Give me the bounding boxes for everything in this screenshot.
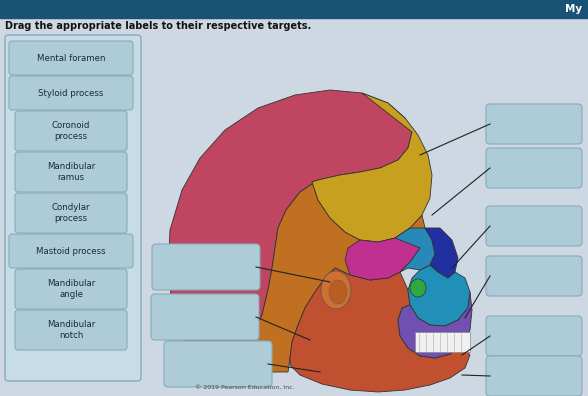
- Polygon shape: [395, 228, 435, 272]
- FancyBboxPatch shape: [9, 76, 133, 110]
- Polygon shape: [168, 90, 412, 362]
- Text: Mental foramen: Mental foramen: [37, 53, 105, 63]
- Polygon shape: [190, 180, 425, 372]
- FancyBboxPatch shape: [486, 104, 582, 144]
- Bar: [0, 0, 588, 18]
- FancyBboxPatch shape: [486, 206, 582, 246]
- Bar: [415, 332, 470, 352]
- Text: Drag the appropriate labels to their respective targets.: Drag the appropriate labels to their res…: [5, 21, 311, 31]
- FancyBboxPatch shape: [486, 148, 582, 188]
- FancyBboxPatch shape: [152, 244, 260, 290]
- Polygon shape: [312, 93, 432, 242]
- FancyBboxPatch shape: [15, 310, 127, 350]
- Text: Mandibular
angle: Mandibular angle: [47, 279, 95, 299]
- Text: Styloid process: Styloid process: [38, 88, 103, 97]
- Ellipse shape: [410, 279, 426, 297]
- Text: © 2019 Pearson Education, Inc.: © 2019 Pearson Education, Inc.: [195, 385, 295, 390]
- FancyBboxPatch shape: [9, 41, 133, 75]
- Polygon shape: [398, 292, 472, 358]
- Text: Coronoid
process: Coronoid process: [52, 121, 90, 141]
- FancyBboxPatch shape: [151, 294, 259, 340]
- Polygon shape: [408, 265, 470, 326]
- Polygon shape: [290, 268, 470, 392]
- FancyBboxPatch shape: [15, 152, 127, 192]
- FancyBboxPatch shape: [15, 193, 127, 233]
- Polygon shape: [425, 228, 458, 278]
- Text: Condylar
process: Condylar process: [52, 203, 90, 223]
- Polygon shape: [345, 228, 420, 280]
- FancyBboxPatch shape: [486, 316, 582, 356]
- Text: Mastoid process: Mastoid process: [36, 246, 106, 255]
- FancyBboxPatch shape: [164, 341, 272, 387]
- FancyBboxPatch shape: [15, 269, 127, 309]
- Text: Mandibular
ramus: Mandibular ramus: [47, 162, 95, 182]
- FancyBboxPatch shape: [486, 356, 582, 396]
- FancyBboxPatch shape: [486, 256, 582, 296]
- FancyBboxPatch shape: [9, 234, 133, 268]
- FancyBboxPatch shape: [15, 111, 127, 151]
- FancyBboxPatch shape: [5, 35, 141, 381]
- Text: My: My: [565, 4, 582, 14]
- Ellipse shape: [329, 280, 347, 304]
- Text: Mandibular
notch: Mandibular notch: [47, 320, 95, 340]
- Ellipse shape: [321, 271, 351, 309]
